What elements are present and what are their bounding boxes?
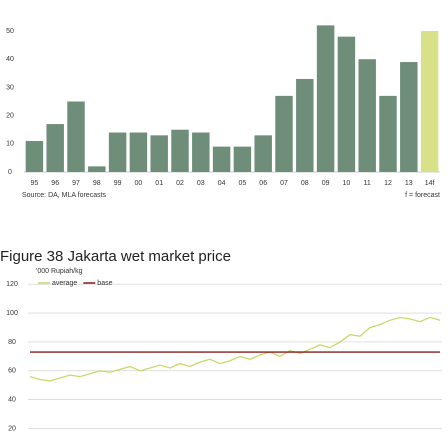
bar <box>254 135 272 172</box>
y-tick-label: 40 <box>8 397 16 404</box>
x-tick-label: 01 <box>155 180 163 187</box>
bar <box>358 59 376 172</box>
y-tick-label: 40 <box>6 56 14 63</box>
y-tick-label: 20 <box>8 425 16 432</box>
y-tick-label: 20 <box>6 112 14 119</box>
chart-title: Figure 38 Jakarta wet market price <box>0 248 231 265</box>
bar <box>420 31 439 173</box>
x-tick-label: 09 <box>322 180 330 187</box>
x-tick-label: 00 <box>135 180 143 187</box>
y-tick-label: 60 <box>8 368 16 375</box>
x-tick-label: 07 <box>280 180 288 187</box>
bar <box>212 146 231 172</box>
y-tick-label: 0 <box>8 169 12 176</box>
x-tick-label: 95 <box>31 180 39 187</box>
bar <box>296 78 314 172</box>
bar <box>108 132 127 172</box>
bar <box>46 124 64 172</box>
bar <box>233 146 252 172</box>
legend-label: average <box>52 280 77 287</box>
bar <box>379 95 397 172</box>
bar <box>150 135 168 172</box>
y-tick-label: 80 <box>8 339 16 346</box>
x-tick-label: 10 <box>343 180 351 187</box>
bar <box>171 129 189 172</box>
line-series <box>29 316 441 382</box>
x-tick-label: 98 <box>93 180 101 187</box>
x-tick-label: 96 <box>51 180 59 187</box>
bar <box>275 95 293 172</box>
x-tick-label: 13 <box>405 180 413 187</box>
bar <box>129 132 148 172</box>
y-tick-label: 30 <box>6 84 14 91</box>
x-tick-label: 08 <box>301 180 309 187</box>
bar <box>88 166 106 172</box>
bar <box>192 132 210 172</box>
x-tick-label: 11 <box>364 180 371 187</box>
bar <box>25 140 44 172</box>
x-tick-label: 04 <box>218 180 226 187</box>
x-tick-label: 03 <box>197 180 205 187</box>
x-tick-label: 06 <box>259 180 267 187</box>
x-tick-label: 12 <box>384 180 392 187</box>
bar <box>67 101 85 172</box>
bar <box>316 25 335 173</box>
x-tick-label: 02 <box>176 180 184 187</box>
y-tick-label: 10 <box>6 141 14 148</box>
y-tick-label: 100 <box>6 310 18 317</box>
y-axis-label: '000 Rupiah/kg <box>36 268 83 275</box>
x-tick-label: 14f <box>425 180 435 187</box>
x-tick-label: 99 <box>114 180 122 187</box>
y-tick-label: 50 <box>6 28 14 35</box>
legend-label: base <box>97 280 112 287</box>
x-tick-label: 05 <box>239 180 247 187</box>
x-tick-label: 97 <box>72 180 80 187</box>
y-tick-label: 120 <box>6 281 18 288</box>
source: Source: DA, MLA forecasts <box>22 192 107 199</box>
bar <box>400 62 418 172</box>
bar <box>337 36 356 173</box>
note: f = forecast <box>405 192 440 199</box>
